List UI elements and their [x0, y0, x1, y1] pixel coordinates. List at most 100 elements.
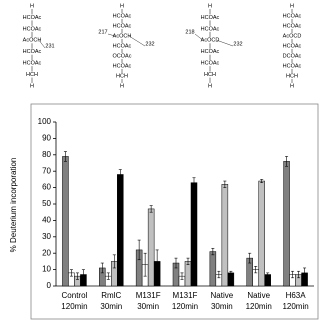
- chem-group: HCOAc: [201, 15, 220, 21]
- label-pointer: [128, 35, 146, 47]
- chem-group: HCOAc: [283, 63, 302, 69]
- chem-group: HCOAc: [283, 13, 302, 19]
- chem-group: HCOAc: [113, 13, 132, 19]
- atom-label: 218: [185, 29, 194, 35]
- chem-group: DCOAc: [283, 53, 302, 59]
- error-bar: [112, 254, 116, 269]
- chem-group: HCOAc: [113, 43, 132, 49]
- label-pointer: [38, 40, 46, 49]
- label-pointer: [216, 40, 234, 47]
- error-bar: [143, 252, 147, 277]
- chem-group: AcOCD: [283, 33, 302, 39]
- chem-group: HCOAc: [201, 49, 220, 55]
- error-bar: [291, 270, 295, 279]
- error-bar: [297, 270, 301, 279]
- error-bar: [155, 249, 159, 274]
- x-tick-label: H63A 120min: [282, 291, 308, 311]
- chem-group: H: [208, 83, 212, 89]
- chem-group: H: [208, 3, 212, 9]
- error-bar: [211, 247, 215, 256]
- error-bar: [303, 267, 307, 279]
- chem-group: AcOCD: [201, 38, 220, 44]
- bar: [209, 251, 217, 287]
- bar: [147, 208, 155, 287]
- error-bar: [69, 269, 73, 277]
- x-tick-label: M131F 30min: [136, 291, 161, 311]
- error-bar: [248, 252, 252, 264]
- atom-label: 231: [45, 43, 54, 49]
- chem-group: HCH: [116, 73, 128, 79]
- chem-group: HCOAc: [23, 15, 42, 21]
- chem-group: HCH: [26, 72, 38, 78]
- error-bar: [174, 257, 178, 269]
- bar: [62, 156, 69, 287]
- bar: [283, 161, 290, 287]
- chem-group: HCOAc: [23, 26, 42, 32]
- error-bar: [260, 179, 264, 183]
- chem-group: HCOAc: [23, 49, 42, 55]
- y-axis-label: % Deuterium incorporation: [9, 158, 18, 253]
- error-bar: [217, 270, 221, 279]
- error-bar: [266, 272, 270, 277]
- chem-group: HCOAc: [201, 61, 220, 67]
- error-bar: [254, 266, 258, 274]
- chem-group: H: [120, 83, 124, 89]
- chem-group: HCOAc: [283, 23, 302, 29]
- error-bar: [63, 151, 67, 162]
- error-bar: [180, 272, 184, 280]
- chem-group: HCOAc: [113, 23, 132, 29]
- label-pointer: [107, 33, 116, 37]
- error-bar: [118, 169, 122, 180]
- chem-group: HCOAc: [283, 43, 302, 49]
- chem-group: H: [30, 3, 34, 9]
- x-tick-label: RmlC 30min: [100, 291, 122, 311]
- atom-label: 232: [233, 41, 242, 47]
- error-bar: [223, 180, 227, 188]
- error-bar: [285, 156, 289, 167]
- atom-label: 217: [98, 29, 107, 35]
- x-tick-label: Native 30min: [211, 291, 234, 311]
- error-bar: [106, 272, 110, 280]
- chem-group: HCOAc: [201, 26, 220, 32]
- chem-group: AcOCH: [23, 38, 42, 44]
- y-tick-label: 50: [42, 199, 51, 208]
- chem-group: H: [290, 83, 294, 89]
- y-tick-label: 100: [38, 117, 52, 126]
- bar: [117, 174, 124, 287]
- y-tick-label: 40: [42, 216, 51, 225]
- error-bar: [186, 257, 190, 265]
- bar: [184, 261, 192, 287]
- bar: [227, 272, 235, 287]
- chem-group: OCOAc: [113, 53, 132, 59]
- y-tick-label: 70: [42, 166, 51, 175]
- error-bar: [137, 239, 141, 261]
- x-tick-label: Native 120min: [246, 291, 272, 311]
- error-bar: [229, 270, 233, 275]
- bar: [258, 180, 265, 287]
- chem-group: HCH: [204, 72, 216, 78]
- x-tick-label: Control 120min: [61, 291, 87, 311]
- y-tick-label: 60: [42, 183, 51, 192]
- y-tick-label: 90: [42, 134, 51, 143]
- error-bar: [149, 205, 153, 213]
- error-bar: [192, 177, 196, 188]
- y-tick-label: 0: [47, 281, 52, 290]
- y-tick-label: 80: [42, 150, 51, 159]
- chem-group: HCOAc: [113, 63, 132, 69]
- atom-label: 232: [145, 41, 154, 47]
- chem-group: H: [120, 3, 124, 9]
- label-pointer: [194, 33, 204, 41]
- error-bar: [100, 262, 104, 274]
- chem-group: H: [30, 83, 34, 89]
- bar: [190, 182, 198, 287]
- chem-group: HCH: [286, 73, 298, 79]
- chem-group: AcOCH: [113, 33, 132, 39]
- y-tick-label: 20: [42, 248, 51, 257]
- chem-group: H: [290, 3, 294, 9]
- bar: [221, 184, 229, 287]
- y-tick-label: 10: [42, 265, 51, 274]
- chem-group: HCOAc: [23, 61, 42, 67]
- error-bar: [75, 272, 79, 280]
- chart-frame: [30, 103, 319, 320]
